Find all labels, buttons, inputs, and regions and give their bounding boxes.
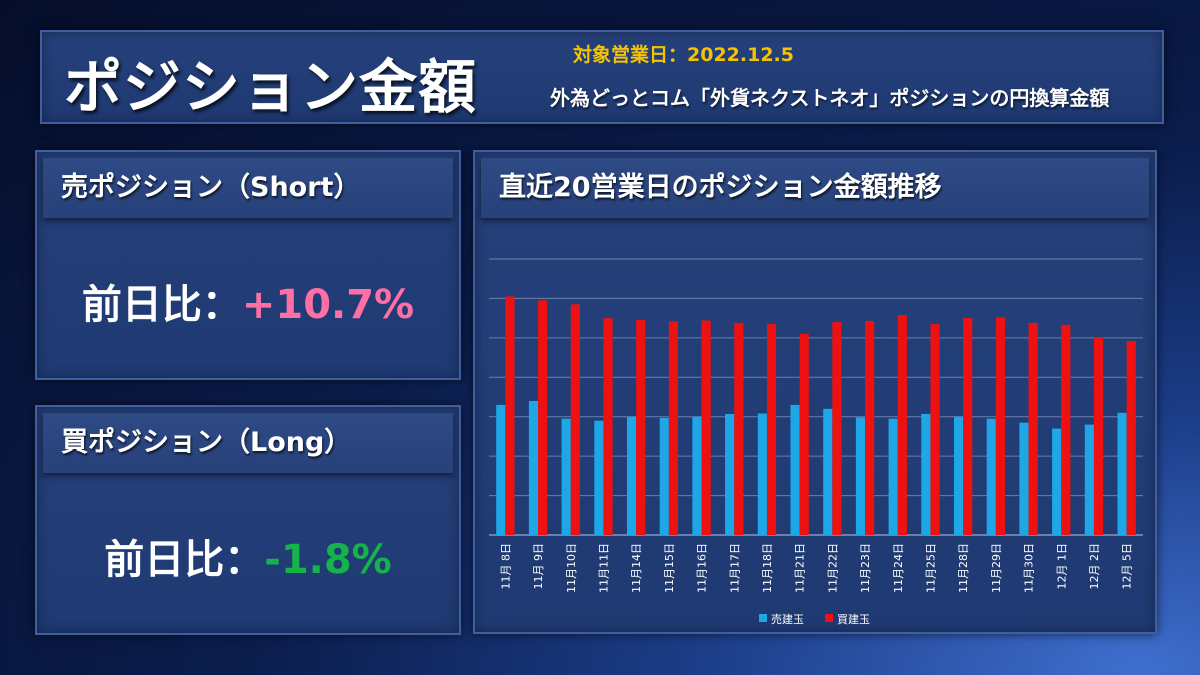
legend-label: 買建玉 [837,612,870,626]
long-bar [570,304,580,535]
long-change-line: 前日比：-1.8% [37,527,459,585]
short-bar [986,418,996,535]
long-bar [832,322,842,535]
long-bar [865,320,875,535]
x-tick-label: 12月 1日 [1055,543,1068,590]
short-bar [725,413,735,535]
short-bar [790,404,800,535]
long-bar [734,322,744,535]
long-position-panel: 買ポジション（Long） 前日比：-1.8% [35,405,461,635]
long-bar [995,317,1006,535]
x-tick-label: 11月28日 [957,543,970,593]
long-bar [963,318,973,535]
x-tick-label: 11月29日 [990,543,1003,593]
long-panel-title: 買ポジション（Long） [43,413,453,473]
long-bar [1093,337,1104,535]
long-bar [603,318,613,535]
long-bar [1061,324,1071,535]
x-tick-label: 11月10日 [565,543,578,593]
short-change-line: 前日比：+10.7% [37,272,459,330]
long-change-label: 前日比： [104,537,265,583]
long-bar [636,320,646,535]
x-tick-label: 11月 9日 [532,543,545,590]
x-tick-label: 11月14日 [630,543,643,593]
chart-panel-title: 直近20営業日のポジション金額推移 [481,158,1149,218]
short-bar [1117,412,1127,535]
long-bar [930,324,940,535]
short-bar [1052,428,1062,535]
legend-label: 売建玉 [771,612,804,626]
short-panel-title: 売ポジション（Short） [43,158,453,218]
x-tick-label: 11月16日 [696,543,709,593]
x-tick-label: 11月15日 [663,543,676,593]
short-bar [757,413,767,535]
long-bar [799,333,809,535]
x-tick-label: 12月 5日 [1121,543,1134,590]
x-tick-label: 11月24日 [892,543,905,593]
legend-swatch [825,614,833,622]
short-bar [1019,422,1029,535]
page-subtitle: 外為どっとコム「外貨ネクストネオ」ポジションの円換算金額 [550,86,1110,110]
x-tick-label: 11月11日 [597,543,610,593]
short-bar [823,408,833,535]
x-tick-label: 11月21日 [794,543,807,593]
short-change-value: +10.7% [241,282,415,328]
short-bar [888,418,898,535]
short-bar [1084,424,1094,535]
short-bar [594,420,604,535]
chart-panel: 直近20営業日のポジション金額推移 11月 8日 11月 9日 11月10日 11月1… [473,150,1157,634]
legend-swatch [759,614,767,622]
header-panel: ポジション金額 対象営業日：2022.12.5 外為どっとコム「外貨ネクストネオ… [40,30,1164,124]
short-bar [855,417,866,535]
x-tick-label: 11月23日 [859,543,872,593]
short-bar [659,417,669,535]
long-bar [1126,341,1136,535]
short-change-label: 前日比： [81,282,242,328]
short-position-panel: 売ポジション（Short） 前日比：+10.7% [35,150,461,380]
short-bar [953,416,964,535]
short-bar [921,413,931,535]
short-bar [496,404,506,535]
long-bar [505,296,515,535]
x-tick-label: 11月22日 [826,543,839,593]
long-bar [766,324,777,535]
business-date: 対象営業日：2022.12.5 [573,44,794,66]
x-tick-label: 11月30日 [1023,543,1036,593]
short-bar [692,416,702,535]
page-title: ポジション金額 [64,53,478,121]
long-bar [668,321,679,535]
short-bar [626,416,637,535]
long-bar [538,300,548,535]
x-tick-label: 12月 2日 [1088,543,1101,590]
short-bar [528,400,539,535]
x-tick-label: 11月18日 [761,543,774,593]
position-bar-chart: 11月 8日 11月 9日 11月10日 11月11日 11月14日 11月15日 11月1… [489,258,1143,626]
x-tick-label: 11月25日 [924,543,937,593]
long-bar [1028,322,1038,535]
long-bar [897,314,907,535]
x-tick-label: 11月 8日 [499,543,512,590]
long-bar [701,320,711,535]
short-bar [561,418,571,535]
x-tick-label: 11月17日 [728,543,741,593]
long-change-value: -1.8% [264,537,392,583]
